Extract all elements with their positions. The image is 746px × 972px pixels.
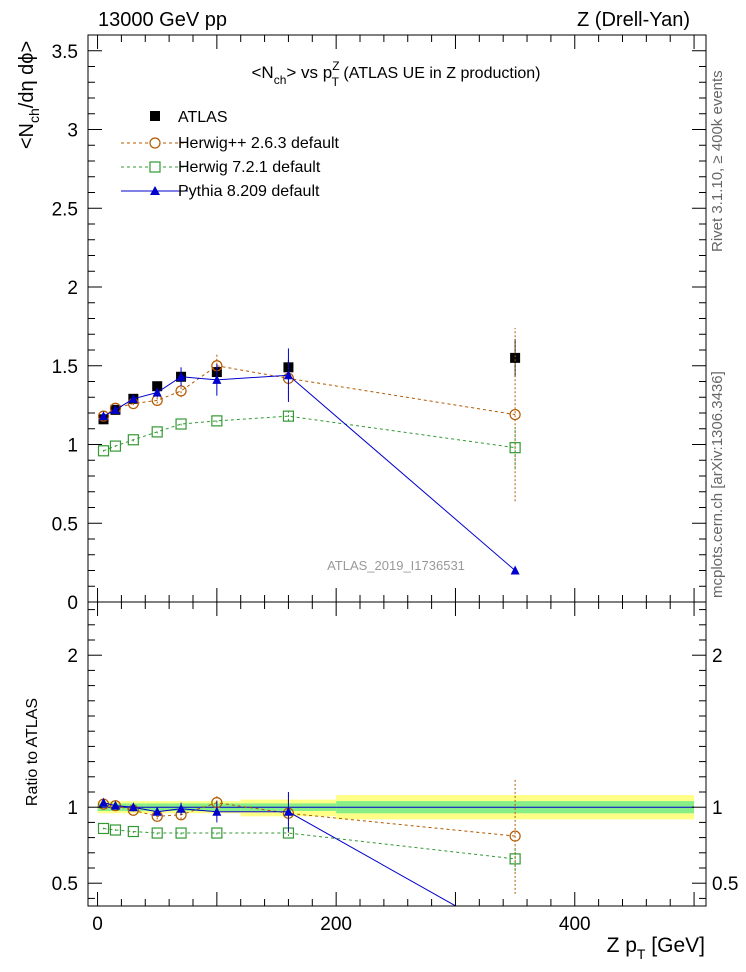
y-tick-label: 2 [67, 278, 78, 299]
data-point [109, 824, 122, 836]
data-point [151, 426, 163, 438]
ratio-tick-label-right: 1 [712, 798, 723, 819]
x-tick-label: 0 [92, 914, 103, 935]
data-point [510, 352, 521, 363]
data-point [128, 393, 138, 403]
legend-entry-atlas: ATLAS [150, 109, 228, 126]
ratio-tick-label-left: 1 [67, 798, 78, 819]
data-point [151, 827, 163, 839]
data-point [283, 806, 293, 816]
header-left: 13000 GeV pp [98, 9, 227, 31]
ratio-tick-label-right: 2 [712, 646, 723, 667]
series-line [103, 802, 516, 837]
series-line [103, 365, 516, 417]
data-point [509, 853, 521, 865]
data-point [175, 418, 187, 430]
watermark: ATLAS_2019_I1736531 [327, 558, 465, 573]
data-point [127, 434, 139, 446]
data-point [282, 410, 295, 422]
data-point [211, 415, 223, 427]
ratio-tick-label-left: 2 [67, 646, 78, 667]
data-point [109, 440, 122, 452]
y-tick-label: 0.5 [52, 514, 78, 535]
ratio-tick-label-left: 0.5 [52, 874, 78, 895]
data-point [127, 825, 139, 838]
plot-title: <Nch> vs pZ T (ATLAS UE in Z production) [252, 59, 541, 89]
header-right: Z (Drell-Yan) [577, 9, 690, 31]
legend: ATLAS Herwig++ 2.6.3 default Herwig 7.2.… [121, 109, 340, 200]
legend-label: Herwig++ 2.6.3 default [178, 135, 340, 152]
legend-entry-herwig7: Herwig 7.2.1 default [121, 159, 321, 176]
data-point [152, 387, 162, 397]
data-point [152, 806, 162, 816]
ratio-frame [87, 601, 707, 907]
y-tick-label: 2.5 [52, 199, 78, 220]
data-point [509, 408, 521, 421]
legend-label: ATLAS [178, 109, 228, 126]
legend-label: Herwig 7.2.1 default [178, 159, 321, 176]
y-tick-label: 3 [67, 121, 78, 142]
series-line [103, 415, 516, 452]
data-point [99, 411, 109, 421]
data-point [110, 404, 120, 414]
series-line [103, 374, 516, 571]
y-tick-label: 3.5 [52, 42, 78, 63]
data-point [212, 374, 222, 384]
data-point [176, 371, 186, 381]
legend-entry-pythia: Pythia 8.209 default [121, 183, 320, 200]
legend-entry-herwigpp: Herwig++ 2.6.3 default [121, 135, 340, 152]
data-point [175, 827, 187, 839]
data-point [509, 442, 521, 454]
series-line [103, 827, 516, 860]
y-axis-label: <Nch/dη dϕ> [16, 41, 42, 149]
data-point [212, 806, 222, 816]
y-tick-label: 1 [67, 436, 78, 457]
x-tick-label: 200 [320, 914, 352, 935]
data-point [110, 800, 120, 810]
data-point [99, 797, 109, 807]
x-tick-label: 400 [559, 914, 591, 935]
data-point [128, 802, 138, 812]
legend-label: Pythia 8.209 default [178, 183, 320, 200]
data-point [211, 827, 223, 839]
data-point [510, 565, 520, 575]
y-tick-label: 0 [67, 593, 78, 614]
ratio-y-axis-label: Ratio to ATLAS [24, 698, 41, 806]
y-tick-label: 1.5 [52, 357, 78, 378]
data-point [97, 445, 110, 457]
x-axis-label: Z pT [GeV] [607, 934, 705, 962]
data-point [176, 803, 186, 813]
mcplots-label: mcplots.cern.ch [arXiv:1306.3436] [709, 371, 726, 598]
data-point [97, 822, 110, 835]
data-point [283, 370, 293, 380]
rivet-label: Rivet 3.1.10, ≥ 400k events [709, 70, 726, 252]
data-point [509, 830, 521, 842]
data-point [511, 934, 520, 943]
series-line [103, 802, 457, 906]
ratio-tick-label-right: 0.5 [712, 874, 738, 895]
data-point [152, 381, 163, 392]
